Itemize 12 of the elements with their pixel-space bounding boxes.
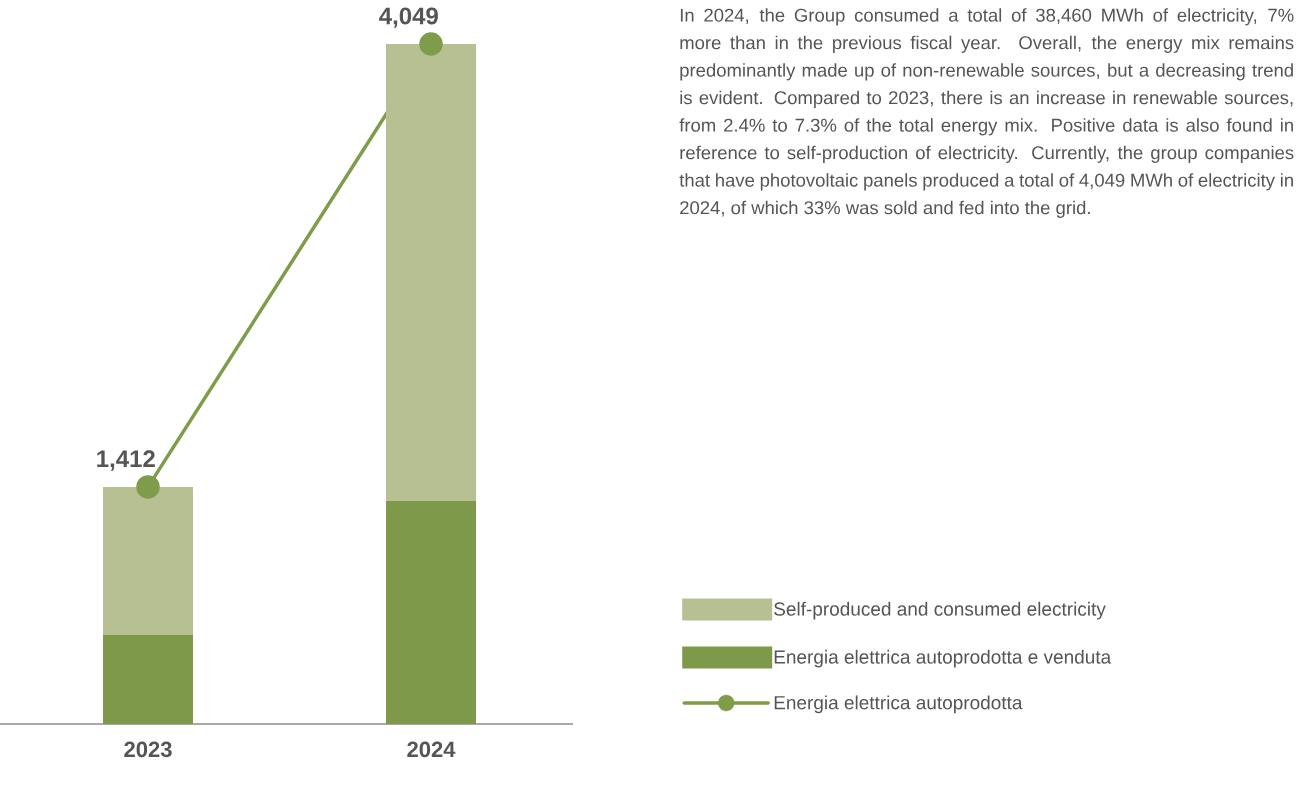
bar [103,635,193,725]
x-tick-label: 2023 [124,741,172,758]
legend-label: Self-produced and consumed electricity [774,601,1106,620]
legend-label: Energia elettrica autoprodotta e venduta [774,649,1112,668]
bar [386,44,477,501]
data-label: 1,412 [97,450,155,471]
x-tick-label: 2024 [407,741,456,758]
bar [103,486,193,636]
data-label: 4,049 [379,7,438,28]
text: In 2024, the Group consumed a total of 38,460 MWh of electricity, 7% more than in the previous fiscal year. Overall, the energy mix remains predominantly made up of non-renewable sources, but a decreasing trend is evident. Compared to 2023, there is an increase in renewable sources, from 2.4% to 7.3% of the total energy mix. Positive data is also found in reference to self-production of electricity. Currently, the group companies that have photovoltaic panels produced a total of 4,049 MWh of electricity in 2024, of which 33% was sold and fed into the grid. [679,8,1294,218]
legend-label: Energia elettrica autoprodotta [774,695,1023,714]
bar [386,500,477,725]
